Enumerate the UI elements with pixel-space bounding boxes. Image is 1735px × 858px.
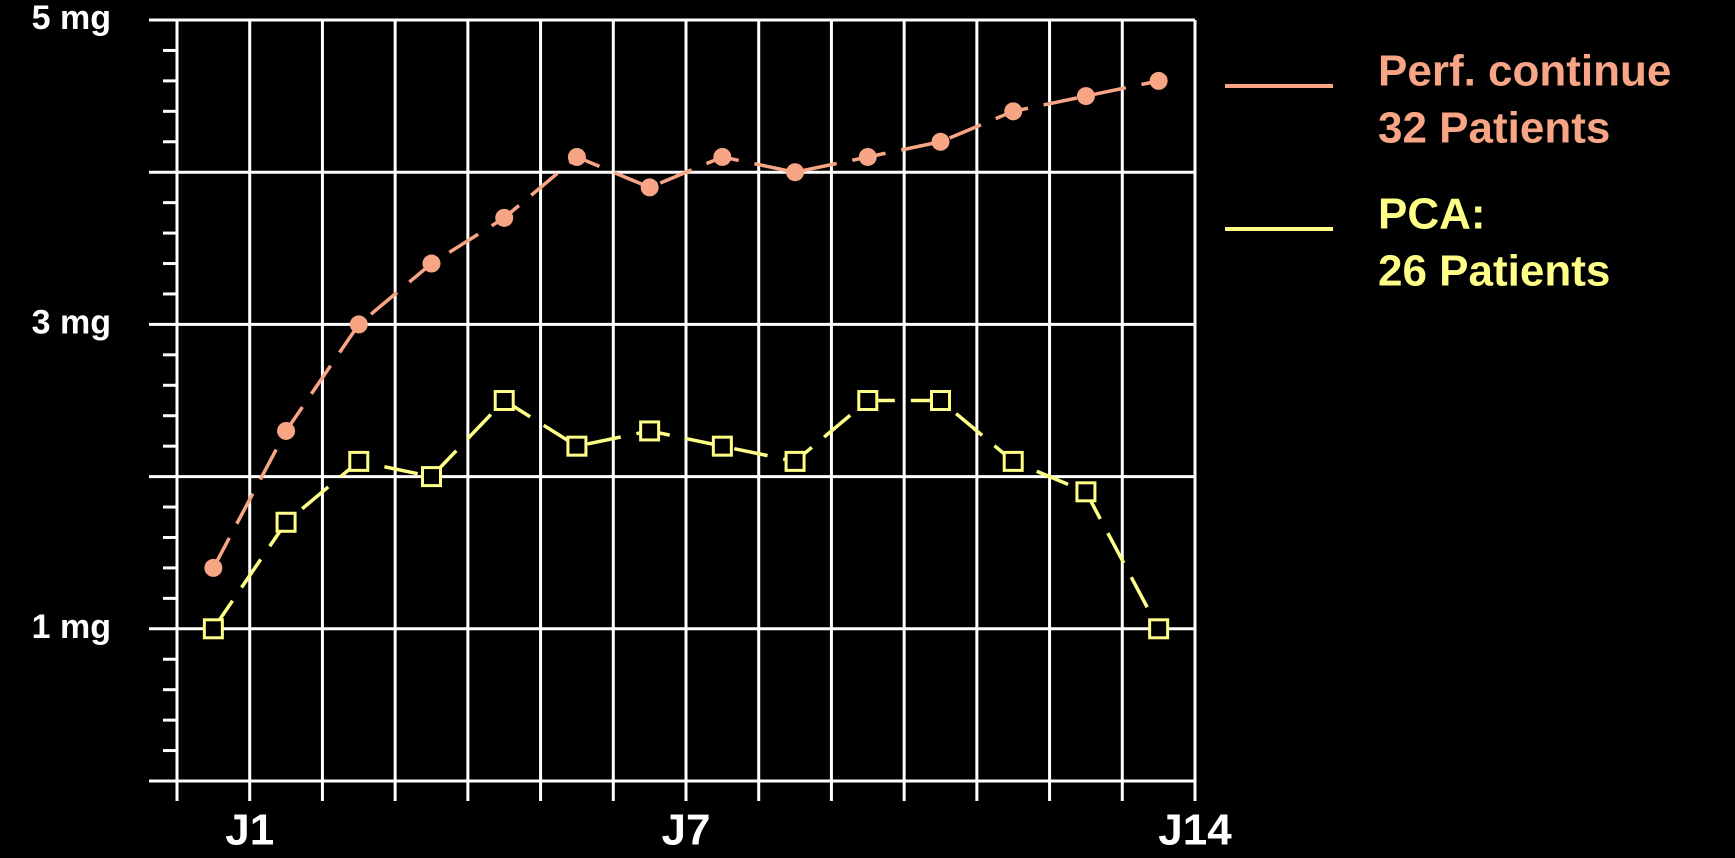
- point: [931, 132, 950, 151]
- point: [275, 511, 297, 533]
- point: [640, 178, 659, 197]
- point: [204, 558, 223, 577]
- point: [1004, 102, 1023, 121]
- y-tick-label: 3 mg: [32, 303, 111, 341]
- point: [858, 147, 877, 166]
- point: [857, 390, 879, 411]
- point: [495, 208, 514, 227]
- legend-label: 26 Patients: [1378, 247, 1610, 296]
- point: [1002, 450, 1024, 472]
- x-tick-label: J1: [225, 806, 274, 855]
- point: [422, 254, 441, 273]
- x-tick-label: J14: [1158, 806, 1232, 855]
- point: [277, 421, 296, 440]
- point: [713, 147, 732, 166]
- point: [930, 390, 951, 411]
- point: [1148, 618, 1170, 640]
- legend-label: Perf. continue: [1378, 47, 1671, 96]
- x-tick-label: J7: [662, 806, 711, 855]
- point: [784, 450, 806, 472]
- series-line: [211, 79, 1160, 569]
- point: [1076, 87, 1095, 106]
- point: [1075, 481, 1097, 503]
- point: [786, 163, 805, 182]
- point: [349, 315, 368, 334]
- point: [711, 435, 733, 457]
- series-line: [211, 398, 1161, 630]
- point: [202, 618, 224, 640]
- y-tick-label: 1 mg: [32, 608, 111, 646]
- point: [567, 147, 586, 166]
- point: [348, 450, 370, 472]
- point: [421, 466, 442, 488]
- point: [639, 420, 661, 442]
- legend-label: 32 Patients: [1378, 104, 1610, 153]
- point: [566, 435, 588, 457]
- y-tick-label: 5 mg: [32, 0, 111, 37]
- point: [1149, 71, 1168, 90]
- legend-label: PCA:: [1378, 190, 1486, 239]
- point: [493, 390, 515, 411]
